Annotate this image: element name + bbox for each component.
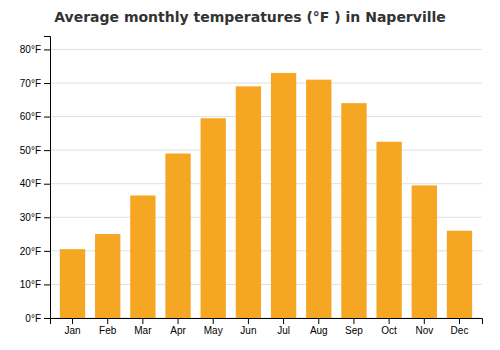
y-tick: 40°F: [20, 178, 50, 189]
bar: [412, 185, 437, 318]
y-tick-label: 0°F: [25, 313, 41, 324]
y-tick-label: 70°F: [20, 78, 41, 89]
bar: [201, 118, 226, 318]
bar: [236, 86, 261, 318]
x-tick-label: Sep: [345, 325, 363, 336]
x-tick: Oct: [381, 318, 397, 336]
x-tick-mark: [459, 318, 460, 324]
grid-line: [50, 83, 482, 84]
x-tick-mark: [353, 318, 354, 324]
bar: [130, 195, 155, 318]
x-axis: Jan Feb Mar Apr May Jun Jul Aug Sep Oct Nov Dec: [51, 318, 483, 336]
x-tick: Jul: [277, 318, 290, 336]
y-tick-mark: [44, 49, 50, 50]
y-tick-mark: [44, 217, 50, 218]
x-axis-line: [51, 319, 483, 325]
x-tick-label: Mar: [134, 325, 152, 336]
x-tick-mark: [107, 318, 108, 324]
x-tick-mark: [213, 318, 214, 324]
x-tick: Nov: [415, 318, 433, 336]
title: Average monthly temperatures (°F ) in Na…: [54, 9, 446, 25]
y-tick-mark: [44, 318, 50, 319]
x-tick: Dec: [451, 318, 469, 336]
bar: [306, 80, 331, 318]
chart: 0°F 10°F 20°F 30°F 40°F 50°F 60°F 70°F 80°F Jan Fe…: [0, 0, 500, 350]
x-tick: Jun: [240, 318, 256, 336]
x-tick: Feb: [99, 318, 117, 336]
x-tick: Sep: [345, 318, 363, 336]
y-tick-mark: [44, 284, 50, 285]
x-tick: Mar: [134, 318, 152, 336]
x-tick: May: [204, 318, 223, 336]
x-tick-mark: [142, 318, 143, 324]
bar: [60, 249, 85, 318]
bar: [376, 142, 401, 318]
x-tick-label: Dec: [451, 325, 469, 336]
y-tick-mark: [44, 117, 50, 118]
x-tick-label: Feb: [99, 325, 117, 336]
y-tick-label: 30°F: [20, 212, 41, 223]
x-tick-mark: [389, 318, 390, 324]
grid: [50, 49, 482, 318]
y-tick-label: 10°F: [20, 279, 41, 290]
x-tick-label: Oct: [381, 325, 397, 336]
x-tick-label: Jul: [277, 325, 290, 336]
bar: [447, 231, 472, 318]
y-tick-label: 80°F: [20, 44, 41, 55]
y-tick: 30°F: [20, 212, 50, 223]
grid-line: [50, 183, 482, 184]
x-tick-mark: [318, 318, 319, 324]
y-tick-mark: [44, 150, 50, 151]
x-tick-mark: [283, 318, 284, 324]
x-tick-label: Apr: [170, 325, 186, 336]
y-axis: 0°F 10°F 20°F 30°F 40°F 50°F 60°F 70°F 80°F: [20, 37, 51, 324]
y-tick: 0°F: [25, 313, 50, 324]
grid-line: [50, 150, 482, 151]
y-tick: 50°F: [20, 145, 50, 156]
y-axis-line: [44, 37, 51, 319]
x-tick-mark: [178, 318, 179, 324]
x-tick: Apr: [170, 318, 186, 336]
y-tick-label: 50°F: [20, 145, 41, 156]
plot: 0°F 10°F 20°F 30°F 40°F 50°F 60°F 70°F 80°F Jan Fe…: [20, 37, 483, 337]
bar: [341, 103, 366, 318]
grid-line: [50, 49, 482, 50]
x-tick-mark: [424, 318, 425, 324]
y-tick-label: 40°F: [20, 178, 41, 189]
y-tick: 60°F: [20, 111, 50, 122]
y-tick: 20°F: [20, 246, 50, 257]
y-tick-mark: [44, 251, 50, 252]
x-tick-label: Jun: [240, 325, 256, 336]
bars: [60, 73, 472, 318]
x-tick-label: Nov: [415, 325, 433, 336]
y-tick: 80°F: [20, 44, 50, 55]
x-tick-mark: [248, 318, 249, 324]
y-tick-label: 60°F: [20, 111, 41, 122]
y-tick-mark: [44, 184, 50, 185]
y-tick: 70°F: [20, 78, 50, 89]
x-tick-label: Jan: [64, 325, 80, 336]
grid-line: [50, 116, 482, 117]
bar: [271, 73, 296, 318]
bar: [95, 234, 120, 318]
x-tick-label: Aug: [310, 325, 328, 336]
bar: [165, 154, 190, 319]
y-tick-label: 20°F: [20, 246, 41, 257]
y-tick-mark: [44, 83, 50, 84]
x-tick-label: May: [204, 325, 223, 336]
x-tick-mark: [72, 318, 73, 324]
x-tick: Jan: [64, 318, 80, 336]
x-tick: Aug: [310, 318, 328, 336]
y-tick: 10°F: [20, 279, 50, 290]
